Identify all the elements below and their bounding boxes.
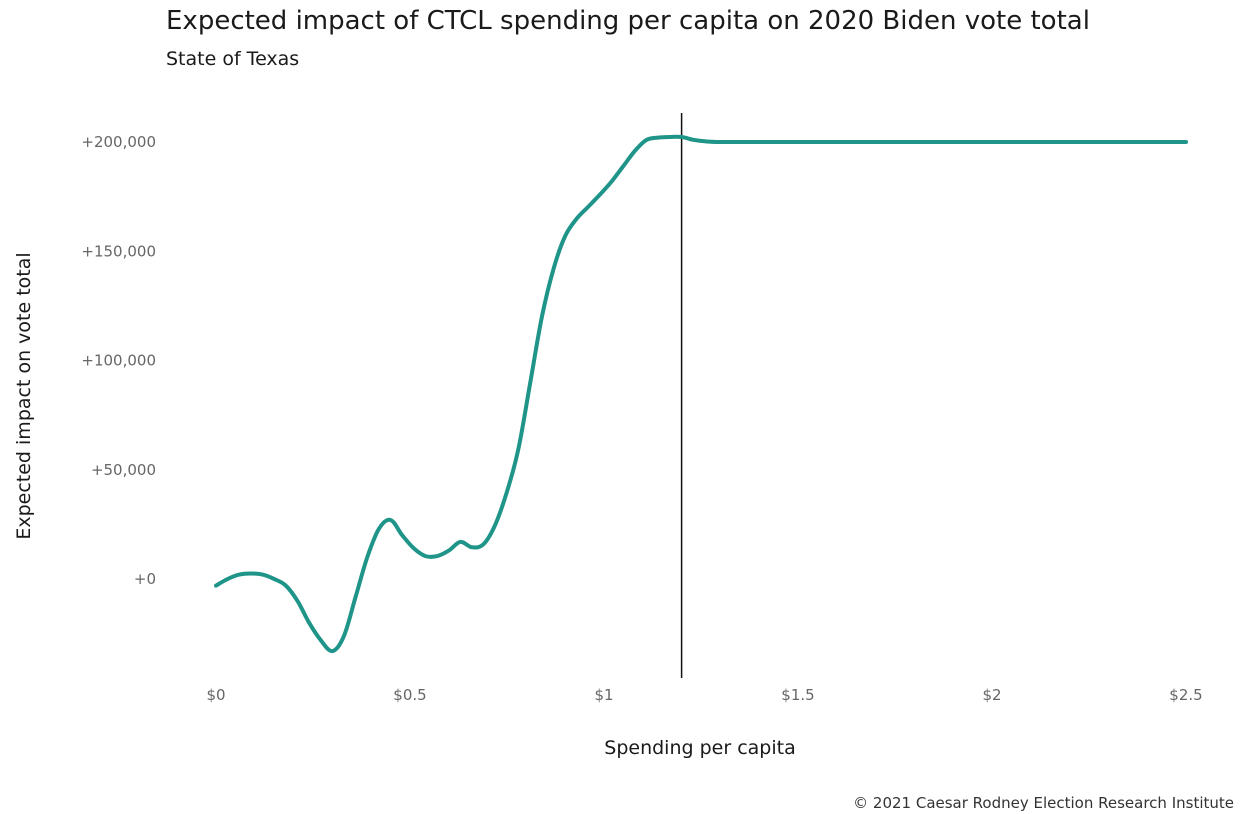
x-tick-label: $0 — [206, 686, 225, 704]
x-tick-label: $0.5 — [393, 686, 426, 704]
x-tick-label: $2 — [982, 686, 1001, 704]
y-tick-label: +100,000 — [81, 352, 156, 370]
y-axis-label: Expected impact on vote total — [13, 252, 35, 539]
x-axis-label: Spending per capita — [604, 737, 795, 759]
x-tick-label: $1 — [594, 686, 613, 704]
y-tick-label: +50,000 — [91, 461, 156, 479]
x-tick-label: $1.5 — [781, 686, 814, 704]
y-axis-ticks: +0 +50,000 +100,000 +150,000 +200,000 — [81, 133, 156, 588]
y-tick-label: +200,000 — [81, 133, 156, 151]
copyright-footer: © 2021 Caesar Rodney Election Research I… — [853, 794, 1234, 812]
y-tick-label: +0 — [134, 570, 156, 588]
x-axis-ticks: $0 $0.5 $1 $1.5 $2 $2.5 — [206, 686, 1202, 704]
chart-title: Expected impact of CTCL spending per cap… — [166, 6, 1090, 36]
y-tick-label: +150,000 — [81, 242, 156, 260]
x-tick-label: $2.5 — [1169, 686, 1202, 704]
chart-subtitle: State of Texas — [166, 48, 300, 70]
series-line — [214, 134, 1188, 654]
